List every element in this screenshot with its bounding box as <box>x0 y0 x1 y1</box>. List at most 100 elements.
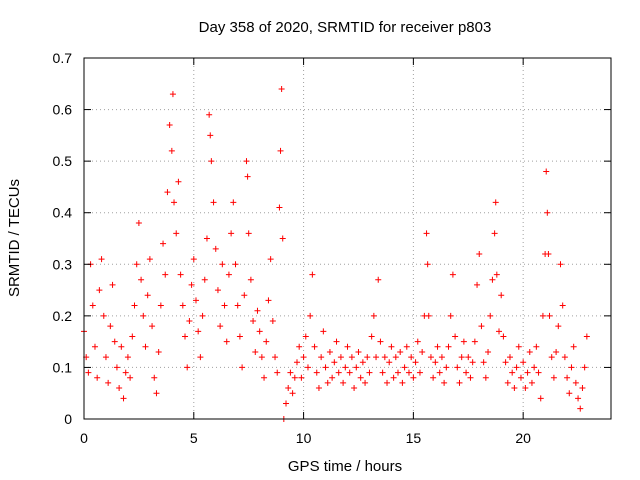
data-point-plus-marker <box>116 385 123 392</box>
data-point-plus-marker <box>546 312 553 319</box>
data-point-plus-marker <box>410 374 417 381</box>
data-point-plus-marker <box>430 374 437 381</box>
data-point-plus-marker <box>279 235 286 242</box>
y-tick-label: 0.7 <box>53 50 73 66</box>
data-point-plus-marker <box>434 343 441 350</box>
data-point-plus-marker <box>572 379 579 386</box>
data-point-plus-marker <box>245 230 252 237</box>
data-point-plus-marker <box>427 354 434 361</box>
data-point-plus-marker <box>283 400 290 407</box>
data-point-plus-marker <box>579 385 586 392</box>
data-point-plus-marker <box>485 348 492 355</box>
data-point-plus-marker <box>207 132 214 139</box>
plot-frame <box>83 57 612 420</box>
data-point-plus-marker <box>267 256 274 263</box>
data-point-plus-marker <box>460 338 467 345</box>
data-point-plus-marker <box>543 168 550 175</box>
data-point-plus-marker <box>311 343 318 350</box>
data-point-plus-marker <box>388 343 395 350</box>
data-point-plus-marker <box>467 374 474 381</box>
data-point-plus-marker <box>399 379 406 386</box>
data-point-plus-marker <box>351 385 358 392</box>
data-point-plus-marker <box>144 292 151 299</box>
data-point-plus-marker <box>526 348 533 355</box>
data-point-plus-marker <box>504 379 511 386</box>
data-point-plus-marker <box>432 359 439 366</box>
data-point-plus-marker <box>452 333 459 340</box>
data-point-plus-marker <box>197 354 204 361</box>
data-point-plus-marker <box>256 328 263 335</box>
data-point-plus-marker <box>173 230 180 237</box>
data-point-plus-marker <box>199 312 206 319</box>
data-point-plus-marker <box>265 297 272 304</box>
data-point-plus-marker <box>550 374 557 381</box>
data-point-plus-marker <box>247 276 254 283</box>
data-point-plus-marker <box>190 256 197 263</box>
data-point-plus-marker <box>566 390 573 397</box>
data-point-plus-marker <box>335 369 342 376</box>
data-point-plus-marker <box>210 199 217 206</box>
data-point-plus-marker <box>241 292 248 299</box>
data-point-plus-marker <box>482 374 489 381</box>
data-point-plus-marker <box>465 354 472 361</box>
data-point-plus-marker <box>583 333 590 340</box>
data-point-plus-marker <box>287 369 294 376</box>
data-point-plus-marker <box>342 364 349 371</box>
data-point-plus-marker <box>454 364 461 371</box>
data-point-plus-marker <box>384 379 391 386</box>
data-point-plus-marker <box>201 276 208 283</box>
data-point-plus-marker <box>276 204 283 211</box>
data-point-plus-marker <box>140 312 147 319</box>
data-point-plus-marker <box>214 287 221 294</box>
data-point-plus-marker <box>401 364 408 371</box>
data-point-plus-marker <box>304 364 311 371</box>
y-tick-label: 0.4 <box>53 205 73 221</box>
y-tick-label: 0.3 <box>53 256 73 272</box>
data-point-plus-marker <box>118 343 125 350</box>
data-point-plus-marker <box>186 318 193 325</box>
data-point-plus-marker <box>493 271 500 278</box>
data-point-plus-marker <box>515 343 522 350</box>
data-point-plus-marker <box>100 312 107 319</box>
y-tick-label: 0.6 <box>53 102 73 118</box>
data-point-plus-marker <box>326 348 333 355</box>
data-point-plus-marker <box>162 271 169 278</box>
data-point-plus-marker <box>208 158 215 165</box>
data-point-plus-marker <box>261 374 268 381</box>
data-point-plus-marker <box>269 318 276 325</box>
data-point-plus-marker <box>315 385 322 392</box>
data-point-plus-marker <box>91 343 98 350</box>
data-point-plus-marker <box>212 245 219 252</box>
data-point-plus-marker <box>313 369 320 376</box>
data-point-plus-marker <box>531 364 538 371</box>
data-point-plus-marker <box>355 348 362 355</box>
data-point-plus-marker <box>471 338 478 345</box>
data-point-plus-marker <box>346 369 353 376</box>
data-point-plus-marker <box>449 271 456 278</box>
chart-title: Day 358 of 2020, SRMTID for receiver p80… <box>199 19 492 36</box>
data-point-plus-marker <box>397 348 404 355</box>
data-point-plus-marker <box>544 209 551 216</box>
data-point-plus-marker <box>127 374 134 381</box>
data-point-plus-marker <box>520 359 527 366</box>
data-point-plus-marker <box>236 333 243 340</box>
data-point-plus-marker <box>423 230 430 237</box>
data-point-plus-marker <box>489 276 496 283</box>
data-point-plus-marker <box>164 189 171 196</box>
data-point-plus-marker <box>296 343 303 350</box>
data-point-plus-marker <box>109 281 116 288</box>
grid-lines <box>84 58 611 419</box>
data-point-plus-marker <box>105 379 112 386</box>
data-point-plus-marker <box>188 281 195 288</box>
data-point-plus-marker <box>445 343 452 350</box>
data-point-plus-marker <box>302 333 309 340</box>
data-point-plus-marker <box>366 369 373 376</box>
data-point-plus-marker <box>337 354 344 361</box>
data-point-plus-marker <box>278 85 285 92</box>
data-point-plus-marker <box>277 147 284 154</box>
data-point-plus-marker <box>395 369 402 376</box>
data-point-plus-marker <box>85 369 92 376</box>
data-point-plus-marker <box>221 302 228 309</box>
data-point-plus-marker <box>577 405 584 412</box>
data-point-plus-marker <box>375 276 382 283</box>
